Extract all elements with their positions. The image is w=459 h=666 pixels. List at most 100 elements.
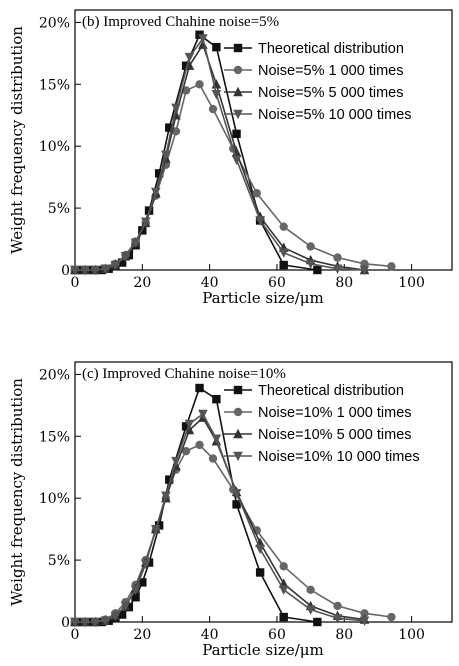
data-point <box>120 601 131 612</box>
x-tick-label: 100 <box>398 627 425 643</box>
data-point <box>181 61 191 70</box>
data-point <box>181 422 191 431</box>
x-tick-label: 60 <box>268 627 286 643</box>
axis-ticks: 0 20 40 60 80 100 0 5% 10% 15% 20% <box>39 367 425 643</box>
data-point <box>255 544 265 555</box>
legend-label: Noise=10% 5 000 times <box>258 427 412 443</box>
data-point <box>231 155 242 166</box>
data-point <box>208 454 218 463</box>
data-point <box>171 103 181 114</box>
data-point <box>150 187 161 198</box>
data-point <box>278 585 289 596</box>
x-axis-title: Particle size/μm <box>202 641 324 659</box>
data-point <box>313 265 322 275</box>
y-tick-label: 0 <box>61 263 70 279</box>
data-point <box>161 150 171 161</box>
y-tick-label: 10% <box>39 139 70 155</box>
y-tick-label: 5% <box>48 201 70 217</box>
data-point <box>333 253 342 262</box>
x-tick-label: 40 <box>201 275 219 291</box>
data-point <box>131 593 140 602</box>
legend: Theoretical distribution Noise=5% 1 000 t… <box>224 41 412 123</box>
data-point <box>80 265 90 276</box>
chart-panel-b: (b) Improved Chahine noise=5% Weight fre… <box>8 9 453 307</box>
data-point <box>359 616 370 626</box>
legend-label: Noise=5% 5 000 times <box>258 85 403 101</box>
data-point <box>124 602 134 612</box>
x-tick-label: 100 <box>398 275 425 291</box>
data-point <box>212 42 221 52</box>
series-triangle-down <box>70 34 370 276</box>
legend: Theoretical distribution Noise=10% 1 000 … <box>224 383 420 465</box>
data-point <box>171 456 181 467</box>
data-point <box>306 585 315 595</box>
data-point <box>231 489 242 499</box>
data-point <box>100 616 111 626</box>
data-point <box>154 169 164 178</box>
data-point <box>278 248 289 258</box>
plot-frame <box>74 361 453 623</box>
legend-entry: Noise=5% 5 000 times <box>224 85 403 101</box>
data-point <box>165 123 174 132</box>
legend-entry: Noise=10% 1 000 times <box>224 405 412 421</box>
data-point <box>195 80 204 89</box>
chart-title: (c) Improved Chahine noise=10% <box>82 366 286 382</box>
legend-marker <box>233 407 243 417</box>
data-point <box>211 89 222 100</box>
data-point <box>360 609 369 618</box>
data-point <box>279 562 288 571</box>
y-axis-title: Weight frequency distribution <box>8 378 26 606</box>
data-point <box>252 189 261 198</box>
series-lines <box>70 30 396 276</box>
data-point <box>313 617 322 627</box>
y-axis-title: Weight frequency distribution <box>8 26 26 254</box>
data-point <box>332 264 343 274</box>
data-point <box>332 614 343 624</box>
data-point <box>70 265 80 276</box>
legend-marker <box>233 43 243 53</box>
data-point <box>333 601 342 611</box>
y-tick-label: 15% <box>39 77 70 93</box>
data-point <box>359 265 370 276</box>
data-point <box>279 260 288 270</box>
legend-entry: Noise=5% 1 000 times <box>224 63 403 79</box>
data-point <box>140 559 151 570</box>
legend-marker <box>233 428 243 439</box>
y-tick-label: 15% <box>39 429 70 445</box>
data-point <box>120 252 131 262</box>
legend-entry: Theoretical distribution <box>224 383 404 399</box>
legend-marker <box>233 451 243 462</box>
data-point <box>117 610 127 619</box>
data-point <box>255 568 265 577</box>
legend-marker <box>233 385 243 395</box>
data-point <box>171 127 181 136</box>
data-point <box>305 259 316 270</box>
data-point <box>110 260 121 271</box>
data-point <box>110 611 121 622</box>
x-tick-label: 80 <box>335 627 353 643</box>
data-point <box>184 419 195 430</box>
series-triangle-down <box>70 409 370 628</box>
x-tick-label: 20 <box>133 627 151 643</box>
legend-marker <box>233 86 243 97</box>
data-point <box>138 578 147 587</box>
data-point <box>150 524 161 535</box>
legend-label: Theoretical distribution <box>258 383 404 399</box>
series-line <box>75 444 392 623</box>
legend-entry: Noise=10% 5 000 times <box>224 427 412 443</box>
data-point <box>100 264 111 274</box>
legend-label: Noise=5% 1 000 times <box>258 63 403 79</box>
data-point <box>195 383 204 393</box>
chart-title: (b) Improved Chahine noise=5% <box>82 14 279 30</box>
y-tick-label: 0 <box>61 615 70 631</box>
data-point <box>195 440 204 450</box>
legend-label: Noise=10% 1 000 times <box>258 405 412 421</box>
data-point <box>208 104 218 114</box>
data-point <box>306 242 315 251</box>
data-point <box>90 265 100 276</box>
data-point <box>117 258 127 267</box>
series-circle <box>70 440 396 627</box>
x-tick-label: 20 <box>133 275 151 291</box>
data-point <box>232 500 241 509</box>
